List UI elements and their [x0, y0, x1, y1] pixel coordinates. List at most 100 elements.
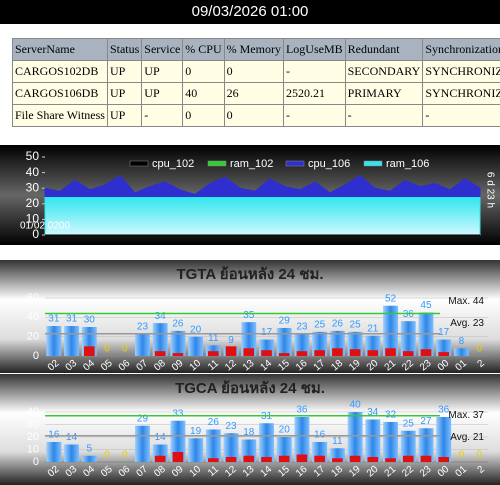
- table-cell: 26: [223, 82, 284, 105]
- table-cell: File Share Witness: [12, 104, 108, 127]
- table-cell: PRIMARY: [344, 82, 424, 105]
- value-label: 14: [155, 432, 167, 443]
- x-tick-label: 2: [475, 358, 487, 370]
- bar: [225, 346, 237, 356]
- bar: [420, 349, 432, 356]
- bar: [154, 351, 166, 356]
- bar: [367, 457, 379, 462]
- y-tick-label: 0: [33, 350, 39, 362]
- reference-label: Max.: [448, 296, 470, 307]
- table-cell: 0: [182, 60, 225, 83]
- bar: [64, 444, 80, 462]
- bar: [188, 336, 204, 356]
- value-label: 36: [403, 309, 415, 320]
- value-label: 26: [332, 319, 344, 330]
- bar: [261, 457, 272, 462]
- value-label: 29: [279, 316, 291, 327]
- bar: [436, 339, 452, 356]
- table-cell: UP: [141, 82, 184, 105]
- value-label: 0: [459, 450, 465, 461]
- value-label: 0: [122, 344, 128, 355]
- bar: [402, 351, 414, 356]
- bar: [438, 352, 450, 356]
- reference-label: Avg.: [450, 318, 470, 329]
- column-header: % Memory: [223, 38, 284, 61]
- value-label: 0: [122, 450, 128, 461]
- bar: [347, 412, 363, 462]
- legend-label: cpu_106: [308, 158, 350, 170]
- value-label: 26: [172, 319, 184, 330]
- bar: [225, 457, 237, 462]
- value-label: 34: [155, 311, 167, 322]
- bar: [294, 333, 310, 356]
- bar: [241, 322, 257, 356]
- value-label: 25: [314, 319, 326, 330]
- legend-label: ram_106: [386, 158, 429, 170]
- y-tick-label: 30: [27, 418, 39, 430]
- reference-text: Max. 44: [448, 296, 484, 307]
- legend-swatch: [129, 160, 149, 167]
- legend-label: ram_102: [230, 158, 273, 170]
- x-tick-label: 2: [475, 464, 487, 476]
- bar: [385, 348, 396, 356]
- value-label: 0: [104, 344, 110, 355]
- bar: [208, 351, 219, 356]
- value-label: 27: [420, 416, 432, 427]
- bar: [332, 348, 343, 356]
- bar: [154, 455, 166, 462]
- bar: [172, 452, 184, 462]
- panel: [0, 374, 500, 485]
- bar: [276, 327, 292, 356]
- table-row: File Share Witness UP -0 0- - -: [12, 104, 500, 127]
- bar: [205, 429, 221, 462]
- legend-swatch: [207, 160, 227, 167]
- value-label: 25: [350, 319, 362, 330]
- value-label: 18: [243, 427, 255, 438]
- reference-value: 23: [473, 318, 485, 329]
- server-table: ServerName Status Service% CPU% Memory LogU…: [12, 38, 500, 127]
- table-cell: CARGOS106DB: [12, 82, 108, 105]
- bar: [188, 438, 204, 462]
- table-cell: -: [344, 104, 424, 127]
- value-label: 36: [438, 405, 450, 416]
- bar: [314, 455, 325, 462]
- series-area: [44, 197, 481, 236]
- value-label: 20: [279, 425, 291, 436]
- value-label: 45: [420, 300, 432, 311]
- value-label: 35: [243, 310, 255, 321]
- bar: [135, 333, 150, 356]
- value-label: 23: [225, 421, 237, 432]
- table-cell: 40: [182, 82, 225, 105]
- table-cell: SECONDARY: [344, 60, 424, 83]
- value-label: 31: [66, 314, 78, 325]
- column-header: LogUseMB: [282, 38, 346, 61]
- bar: [278, 353, 290, 356]
- table-cell: UP: [106, 60, 143, 83]
- value-label: 23: [296, 321, 308, 332]
- column-header: Service: [141, 38, 184, 61]
- value-label: 14: [66, 432, 78, 443]
- table-row: CARGOS106DB UP UP 40 26 2520.21 PRIMARY SYNCHRO…: [12, 82, 500, 105]
- bar: [294, 417, 310, 462]
- y-tick-label: 40: [26, 165, 40, 179]
- bar: [46, 326, 62, 356]
- table-cell: CARGOS102DB: [12, 60, 108, 83]
- bar: [385, 458, 396, 462]
- table-cell: -: [282, 60, 346, 83]
- y-tick-label: 20: [27, 431, 39, 443]
- header-title: 09/03/2026 01:00: [0, 0, 500, 24]
- value-label: 25: [403, 418, 415, 429]
- y-tick-label: 20: [27, 331, 39, 343]
- table-cell: 0: [182, 104, 225, 127]
- y-tick-label: 20: [26, 196, 40, 210]
- bar: [296, 454, 308, 462]
- table-cell: -: [282, 104, 346, 127]
- table-cell: UP: [141, 60, 184, 83]
- reference-label: Max.: [448, 410, 470, 421]
- value-label: 17: [261, 327, 273, 338]
- y-tick-label: 10: [26, 212, 40, 226]
- bar: [64, 326, 80, 356]
- bar: [367, 350, 379, 356]
- y-tick-label: 10: [27, 443, 39, 455]
